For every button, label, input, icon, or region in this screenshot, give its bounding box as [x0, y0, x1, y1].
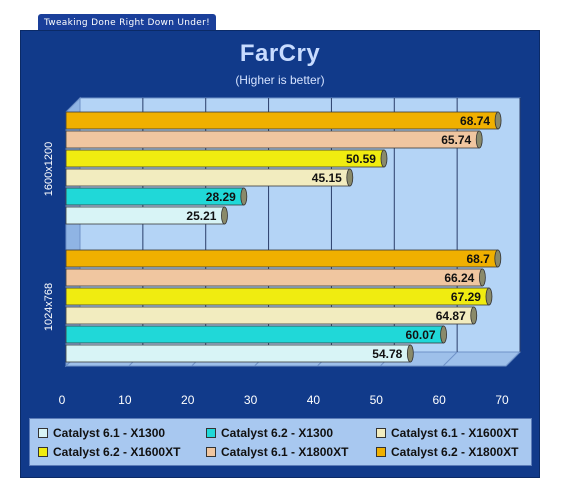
- bar-body: [65, 268, 483, 287]
- bar-value-label: 66.24: [444, 271, 474, 285]
- bar-value-label: 25.21: [186, 209, 216, 223]
- y-category-label: 1024x768: [43, 283, 55, 331]
- floor-gridline: [442, 351, 458, 367]
- legend-item: Catalyst 6.2 - X1300: [206, 425, 333, 441]
- legend-item: Catalyst 6.2 - X1800XT: [376, 444, 518, 460]
- legend-label: Catalyst 6.2 - X1800XT: [391, 445, 519, 459]
- bar: [65, 325, 447, 344]
- legend-swatch: [206, 446, 216, 457]
- x-tick-label: 60: [432, 393, 446, 407]
- floor-gridline: [505, 351, 521, 367]
- bar-cap: [475, 130, 483, 149]
- bar-value-label: 67.29: [451, 290, 481, 304]
- bar-body: [65, 249, 499, 268]
- bar-cap: [494, 111, 502, 130]
- bar-value-label: 45.15: [312, 171, 342, 185]
- y-category-label: 1600x1200: [43, 142, 55, 196]
- bar-value-label: 65.74: [441, 133, 471, 147]
- bar-body: [65, 149, 385, 168]
- bar-body: [65, 168, 351, 187]
- x-tick-label: 20: [181, 393, 195, 407]
- legend-label: Catalyst 6.2 - X1600XT: [53, 445, 181, 459]
- bar-cap: [494, 249, 502, 268]
- chart-subtitle: (Higher is better): [235, 73, 325, 87]
- x-tick-label: 50: [370, 393, 384, 407]
- bar-cap: [346, 168, 354, 187]
- bar-body: [65, 130, 480, 149]
- bar-value-label: 28.29: [206, 190, 236, 204]
- legend-swatch: [206, 427, 216, 438]
- bar-body: [65, 344, 411, 363]
- bar: [65, 344, 414, 363]
- bar: [65, 268, 486, 287]
- bar: [65, 287, 493, 306]
- legend-swatch: [38, 446, 48, 457]
- bar-value-label: 64.87: [436, 309, 466, 323]
- bar-body: [65, 306, 475, 325]
- labels: 0 10 20 30 40 50 60 70 68.74 65.74 50.59 45.15 28.29…: [43, 114, 509, 407]
- bar-cap: [406, 344, 414, 363]
- bar: [65, 187, 248, 206]
- legend-item: Catalyst 6.1 - X1600XT: [376, 425, 518, 441]
- bar-value-label: 68.7: [466, 252, 490, 266]
- bar-cap: [440, 325, 447, 344]
- bar-cap: [380, 149, 388, 168]
- bar: [65, 249, 502, 268]
- legend-swatch: [38, 427, 48, 438]
- x-tick-label: 10: [118, 393, 132, 407]
- legend-label: Catalyst 6.1 - X1800XT: [221, 445, 349, 459]
- legend-label: Catalyst 6.1 - X1600XT: [391, 426, 519, 440]
- x-tick-label: 30: [244, 393, 258, 407]
- bar-value-label: 60.07: [406, 328, 436, 342]
- bar: [65, 206, 228, 225]
- legend-item: Catalyst 6.1 - X1800XT: [206, 444, 348, 460]
- x-tick-label: 70: [495, 393, 509, 407]
- bar-value-label: 68.74: [460, 114, 490, 128]
- bar: [65, 306, 478, 325]
- legend-item: Catalyst 6.1 - X1300: [38, 425, 165, 441]
- bar-cap: [240, 187, 248, 206]
- bar-value-label: 54.78: [372, 347, 402, 361]
- legend-swatch: [376, 446, 386, 457]
- bar-cap: [221, 206, 228, 225]
- bar-body: [65, 111, 499, 130]
- bar-cap: [470, 306, 478, 325]
- bar-body: [65, 325, 444, 344]
- bar: [65, 111, 502, 130]
- bar: [65, 130, 483, 149]
- legend-label: Catalyst 6.1 - X1300: [53, 426, 166, 440]
- legend-label: Catalyst 6.2 - X1300: [221, 426, 334, 440]
- site-tagline-tab: Tweaking Done Right Down Under!: [38, 14, 216, 32]
- bar-body: [65, 287, 490, 306]
- bar-cap: [485, 287, 493, 306]
- bars: [65, 111, 502, 363]
- legend-swatch: [376, 427, 386, 438]
- legend: Catalyst 6.1 - X1300 Catalyst 6.2 - X130…: [29, 418, 532, 466]
- x-tick-label: 0: [59, 393, 66, 407]
- bar: [65, 149, 388, 168]
- bar-cap: [478, 268, 486, 287]
- x-tick-label: 40: [307, 393, 321, 407]
- bar-value-label: 50.59: [346, 152, 376, 166]
- chart-title: FarCry: [239, 40, 321, 67]
- legend-item: Catalyst 6.2 - X1600XT: [38, 444, 180, 460]
- bar: [65, 168, 354, 187]
